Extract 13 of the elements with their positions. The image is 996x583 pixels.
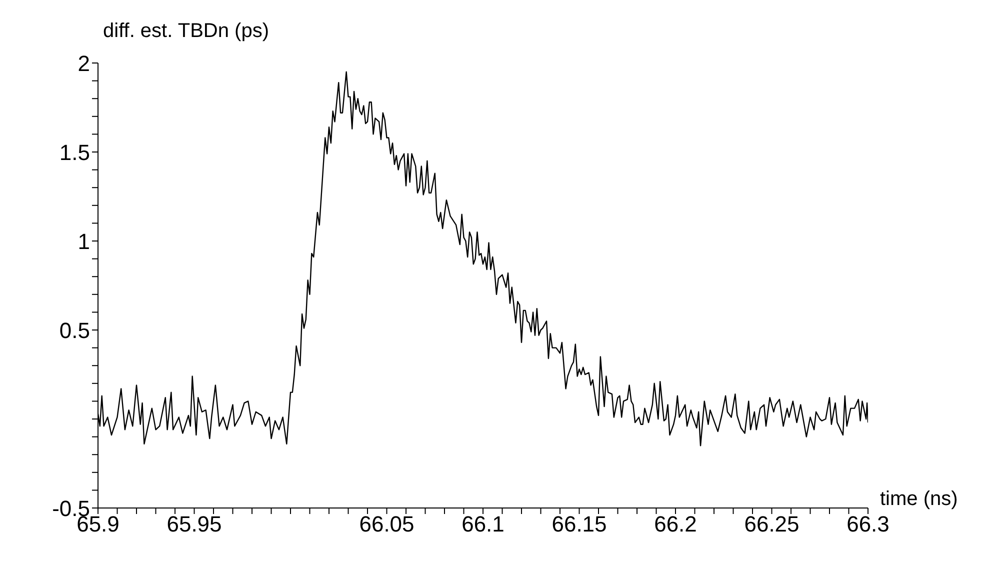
y-tick-label: 1	[78, 228, 90, 254]
x-tick-label: 66.25	[744, 512, 800, 537]
y-tick-label: 0.5	[59, 318, 90, 343]
x-tick-label: 66.3	[846, 512, 890, 537]
x-tick-label: 66.05	[359, 512, 414, 537]
x-tick-label: 66.1	[462, 512, 504, 537]
y-axis-title: diff. est. TBDn (ps)	[103, 20, 269, 43]
x-tick-label: 66.2	[654, 512, 697, 537]
x-axis-title: time (ns)	[880, 488, 958, 511]
x-tick-label: 66.15	[552, 512, 607, 537]
y-tick-label: 1.5	[59, 140, 90, 165]
y-tick-label: 2	[78, 50, 90, 76]
x-tick-label: 65.95	[166, 512, 222, 537]
